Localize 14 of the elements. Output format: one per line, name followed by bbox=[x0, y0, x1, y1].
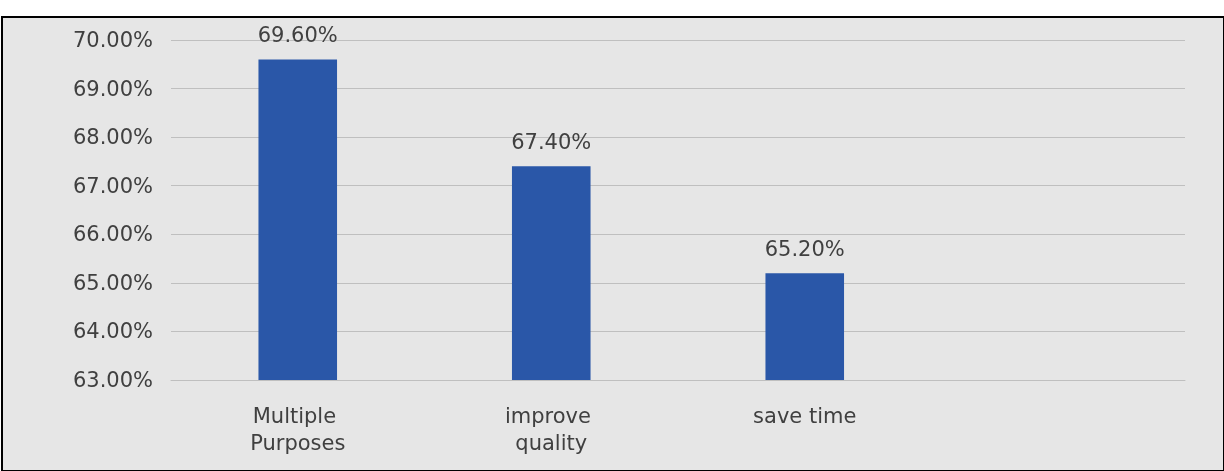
x-tick-label: improve quality bbox=[504, 403, 598, 455]
y-tick-label: 70.00% bbox=[72, 28, 153, 52]
data-label: 67.40% bbox=[511, 129, 592, 154]
x-tick-label: Multiple Purposes bbox=[250, 403, 346, 455]
y-tick-label: 65.00% bbox=[72, 270, 153, 295]
y-tick-label: 63.00% bbox=[72, 368, 153, 392]
y-tick-label: 66.00% bbox=[72, 222, 153, 247]
x-tick-label: save time bbox=[753, 403, 857, 428]
data-label: 65.20% bbox=[764, 236, 845, 261]
y-tick-label: 68.00% bbox=[72, 125, 153, 150]
y-tick-label: 67.00% bbox=[72, 173, 153, 198]
y-tick-label: 64.00% bbox=[72, 319, 153, 344]
y-tick-label: 69.00% bbox=[72, 76, 153, 101]
data-label: 69.60% bbox=[257, 22, 338, 47]
